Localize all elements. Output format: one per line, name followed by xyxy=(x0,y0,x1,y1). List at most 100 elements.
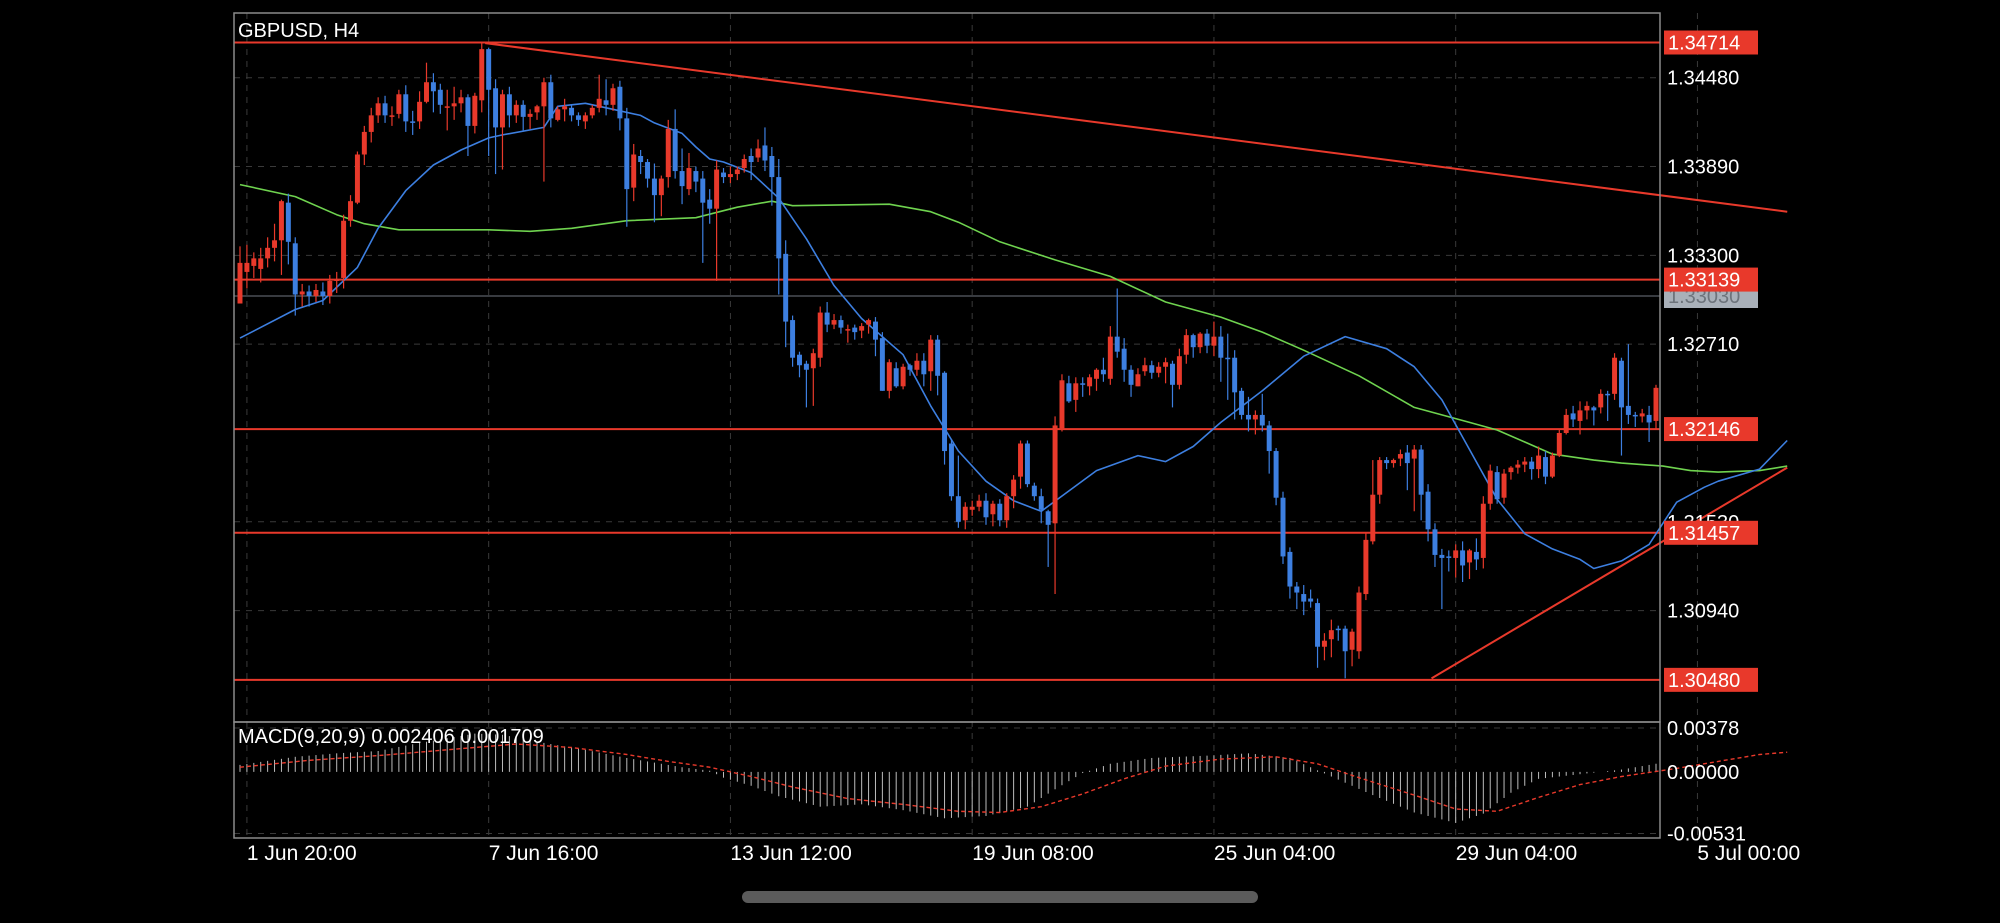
candle-body xyxy=(1556,432,1562,456)
candle-body xyxy=(852,327,858,333)
candle-body xyxy=(831,320,837,325)
candle-body xyxy=(783,253,789,322)
candle-body xyxy=(1612,357,1618,394)
candle-body xyxy=(942,372,948,452)
candle-body xyxy=(1570,413,1576,420)
candle-body xyxy=(603,100,609,105)
candle-body xyxy=(1190,335,1196,348)
candle-body xyxy=(707,199,713,209)
candle-body xyxy=(914,360,920,370)
candle-body xyxy=(1225,357,1231,360)
candle-body xyxy=(1094,369,1099,379)
ma-slow-line xyxy=(239,183,1788,473)
candle-body xyxy=(1467,550,1472,563)
candle-body xyxy=(797,354,802,366)
candle-body xyxy=(803,363,809,370)
candle-body xyxy=(1176,356,1182,385)
price-tick-label: 1.30940 xyxy=(1667,601,1739,623)
candle-body xyxy=(714,169,720,209)
candle-body xyxy=(700,178,706,203)
time-tick-label: 25 Jun 04:00 xyxy=(1214,842,1335,865)
candle-body xyxy=(555,109,561,120)
level-price-label: 1.30480 xyxy=(1668,670,1740,692)
candle-body xyxy=(1598,393,1604,408)
candle-body xyxy=(389,115,395,117)
candle-body xyxy=(658,178,664,196)
candle-body xyxy=(1287,551,1293,587)
candle-body xyxy=(1024,443,1030,485)
candle-body xyxy=(1107,336,1113,379)
candle-body xyxy=(1211,336,1217,346)
candle-body xyxy=(534,106,540,113)
candle-body xyxy=(1411,449,1417,459)
candle-body xyxy=(1197,333,1203,348)
candle-body xyxy=(513,104,519,116)
candles xyxy=(237,43,1659,679)
candle-body xyxy=(272,240,278,248)
candle-body xyxy=(645,162,651,179)
time-tick-label: 29 Jun 04:00 xyxy=(1456,842,1577,865)
candle-body xyxy=(1045,511,1051,525)
candle-body xyxy=(672,128,678,172)
candle-body xyxy=(306,291,312,296)
candle-body xyxy=(506,94,512,116)
candle-body xyxy=(969,506,975,510)
candle-body xyxy=(1356,592,1362,652)
candle-body xyxy=(1632,414,1638,417)
macd-panel xyxy=(239,733,1788,823)
candle-body xyxy=(1377,460,1383,495)
price-tick-label: 1.33300 xyxy=(1667,245,1739,267)
candle-body xyxy=(1259,414,1265,426)
candle-body xyxy=(962,506,968,521)
candle-body xyxy=(1170,363,1175,385)
candle-body xyxy=(1100,369,1106,375)
price-tick-label: 1.32710 xyxy=(1667,334,1739,356)
candle-body xyxy=(265,247,271,259)
candle-body xyxy=(1135,374,1141,387)
macd-tick-label: 0.00378 xyxy=(1667,718,1739,740)
symbol-title: GBPUSD, H4 xyxy=(238,20,359,42)
candle-body xyxy=(1563,414,1569,433)
candle-body xyxy=(499,94,505,128)
candle-body xyxy=(1218,336,1224,358)
candle-body xyxy=(748,156,754,163)
candle-body xyxy=(1487,470,1493,504)
candle-body xyxy=(790,320,796,358)
candle-body xyxy=(569,107,575,116)
candle-body xyxy=(1052,425,1058,524)
time-tick-label: 7 Jun 16:00 xyxy=(489,842,599,865)
trend-line xyxy=(1431,466,1788,680)
candle-body xyxy=(1418,449,1424,495)
candle-body xyxy=(1156,366,1162,373)
candle-body xyxy=(1460,550,1466,566)
candle-body xyxy=(1439,554,1445,558)
candle-body xyxy=(762,145,768,161)
candle-body xyxy=(997,503,1003,521)
time-tick-label: 5 Jul 00:00 xyxy=(1697,842,1800,865)
candle-body xyxy=(1335,628,1341,631)
candle-body xyxy=(1321,640,1327,647)
home-indicator[interactable] xyxy=(742,891,1258,903)
chart-frame xyxy=(233,12,1661,839)
candle-body xyxy=(1073,383,1079,400)
candle-body xyxy=(1038,496,1044,510)
candle-body xyxy=(1031,485,1037,497)
candle-body xyxy=(817,312,823,358)
candle-body xyxy=(1232,357,1238,393)
candle-body xyxy=(651,178,657,196)
candle-body xyxy=(1425,491,1431,530)
candle-body xyxy=(1066,383,1072,402)
candle-body xyxy=(417,101,423,122)
level-price-label: 1.32146 xyxy=(1668,419,1740,441)
candle-body xyxy=(1011,479,1017,497)
candle-body xyxy=(893,368,899,387)
candle-body xyxy=(1646,414,1652,423)
candle-body xyxy=(1328,630,1334,640)
candle-body xyxy=(1584,405,1590,411)
candle-body xyxy=(368,115,374,132)
time-tick-label: 13 Jun 12:00 xyxy=(730,842,851,865)
candle-body xyxy=(721,172,726,178)
candle-body xyxy=(1446,556,1452,558)
candle-body xyxy=(1128,369,1134,385)
candle-body xyxy=(1432,529,1438,555)
